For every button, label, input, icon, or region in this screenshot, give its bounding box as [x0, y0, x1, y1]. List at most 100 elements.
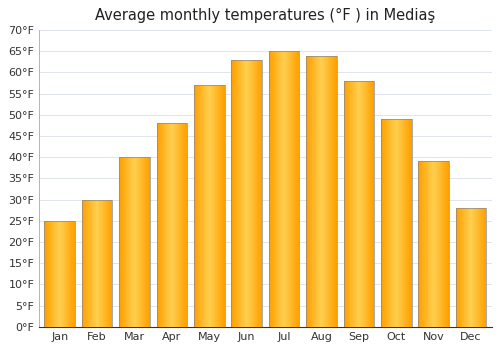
Bar	[88, 199, 90, 327]
Bar	[197, 85, 198, 327]
Bar	[350, 81, 352, 327]
Bar	[223, 85, 224, 327]
Bar	[475, 208, 476, 327]
Bar	[336, 56, 337, 327]
Bar	[85, 199, 86, 327]
Bar	[108, 199, 110, 327]
Bar	[130, 157, 132, 327]
Bar	[201, 85, 202, 327]
Bar	[139, 157, 140, 327]
Bar	[175, 123, 176, 327]
Bar	[240, 60, 242, 327]
Bar	[348, 81, 349, 327]
Bar	[142, 157, 143, 327]
Bar	[281, 51, 282, 327]
Bar	[134, 157, 136, 327]
Bar	[310, 56, 311, 327]
Bar	[84, 199, 85, 327]
Bar	[280, 51, 281, 327]
Bar	[481, 208, 482, 327]
Bar	[271, 51, 272, 327]
Bar	[70, 221, 72, 327]
Bar	[393, 119, 394, 327]
Bar	[270, 51, 271, 327]
Bar	[234, 60, 235, 327]
Bar	[239, 60, 240, 327]
Bar	[432, 161, 433, 327]
Bar	[53, 221, 54, 327]
Bar	[396, 119, 397, 327]
Bar	[64, 221, 65, 327]
Bar	[332, 56, 333, 327]
Bar	[298, 51, 300, 327]
Bar	[206, 85, 207, 327]
Bar	[254, 60, 255, 327]
Bar	[218, 85, 220, 327]
Bar	[477, 208, 478, 327]
Bar	[466, 208, 468, 327]
Bar	[274, 51, 275, 327]
Bar	[59, 221, 60, 327]
Bar	[48, 221, 49, 327]
Bar	[316, 56, 317, 327]
Title: Average monthly temperatures (°F ) in Mediaş: Average monthly temperatures (°F ) in Me…	[96, 8, 435, 23]
Bar	[428, 161, 429, 327]
Bar	[98, 199, 100, 327]
Bar	[427, 161, 428, 327]
Bar	[277, 51, 278, 327]
Bar	[369, 81, 370, 327]
Bar	[172, 123, 174, 327]
Bar	[140, 157, 141, 327]
Bar	[478, 208, 479, 327]
Bar	[407, 119, 408, 327]
Bar	[326, 56, 327, 327]
Bar	[311, 56, 312, 327]
Bar	[443, 161, 444, 327]
Bar	[430, 161, 432, 327]
Bar	[426, 161, 427, 327]
Bar	[159, 123, 160, 327]
Bar	[179, 123, 180, 327]
Bar	[169, 123, 170, 327]
Bar	[346, 81, 348, 327]
Bar	[237, 60, 238, 327]
Bar	[419, 161, 420, 327]
Bar	[385, 119, 386, 327]
Bar	[420, 161, 422, 327]
Bar	[207, 85, 208, 327]
Bar	[66, 221, 68, 327]
Bar	[97, 199, 98, 327]
Bar	[182, 123, 184, 327]
Bar	[323, 56, 324, 327]
Bar	[278, 51, 279, 327]
Bar	[166, 123, 168, 327]
Bar	[185, 123, 186, 327]
Bar	[429, 161, 430, 327]
Bar	[221, 85, 222, 327]
Bar	[461, 208, 462, 327]
Bar	[392, 119, 393, 327]
Bar	[460, 208, 461, 327]
Bar	[437, 161, 438, 327]
Bar	[353, 81, 354, 327]
Bar	[104, 199, 105, 327]
Bar	[479, 208, 480, 327]
Bar	[213, 85, 214, 327]
Bar	[295, 51, 296, 327]
Bar	[211, 85, 212, 327]
Bar	[358, 81, 359, 327]
Bar	[72, 221, 73, 327]
Bar	[424, 161, 426, 327]
Bar	[202, 85, 203, 327]
Bar	[445, 161, 446, 327]
Bar	[330, 56, 332, 327]
Bar	[253, 60, 254, 327]
Bar	[111, 199, 112, 327]
Bar	[381, 119, 412, 327]
Bar	[286, 51, 287, 327]
Bar	[349, 81, 350, 327]
Bar	[50, 221, 51, 327]
Bar	[314, 56, 316, 327]
Bar	[82, 199, 112, 327]
Bar	[198, 85, 200, 327]
